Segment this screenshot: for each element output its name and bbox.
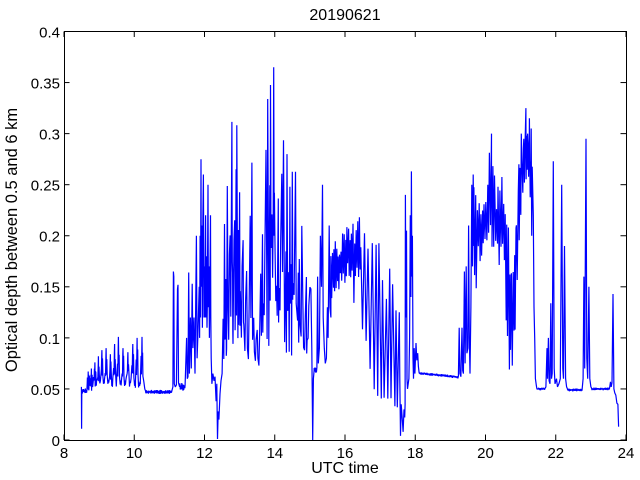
svg-text:Optical depth between 0.5 and: Optical depth between 0.5 and 6 km <box>3 108 21 372</box>
svg-text:22: 22 <box>547 445 564 462</box>
svg-text:16: 16 <box>337 445 354 462</box>
svg-text:20190621: 20190621 <box>309 7 380 24</box>
svg-text:0.2: 0.2 <box>39 229 60 246</box>
svg-text:0.3: 0.3 <box>39 127 60 144</box>
svg-text:0.1: 0.1 <box>39 331 60 348</box>
svg-text:20: 20 <box>477 445 494 462</box>
svg-text:10: 10 <box>126 445 143 462</box>
svg-text:0: 0 <box>52 433 60 450</box>
svg-text:12: 12 <box>196 445 213 462</box>
svg-text:0.05: 0.05 <box>31 382 60 399</box>
svg-text:0.15: 0.15 <box>31 280 60 297</box>
svg-text:24: 24 <box>618 445 635 462</box>
svg-text:14: 14 <box>266 445 283 462</box>
svg-text:0.35: 0.35 <box>31 76 60 93</box>
svg-text:0.4: 0.4 <box>39 24 60 41</box>
svg-text:0.25: 0.25 <box>31 178 60 195</box>
svg-text:8: 8 <box>60 445 68 462</box>
svg-text:UTC time: UTC time <box>311 460 379 477</box>
svg-text:18: 18 <box>407 445 424 462</box>
